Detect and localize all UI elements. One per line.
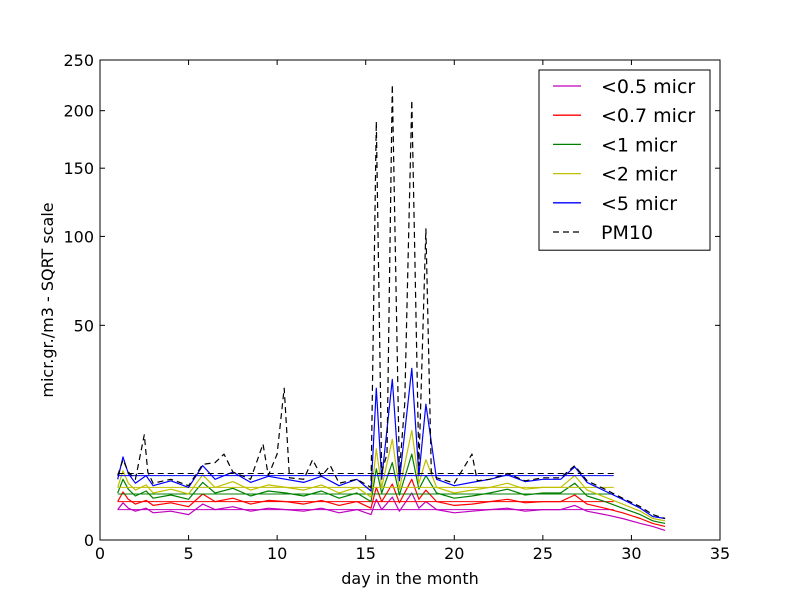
- series-layer: [117, 84, 666, 531]
- legend-label: <0.5 micr: [601, 76, 695, 98]
- ticks-layer: 0 5 10 15 20 25 30 35 0 50 100 150 200 250: [63, 51, 730, 563]
- y-tick-label: 0: [84, 531, 94, 550]
- legend-label: <5 micr: [601, 193, 677, 215]
- y-tick-label: 100: [63, 227, 94, 246]
- plot-frame: [99, 59, 721, 541]
- x-tick-label: 15: [356, 544, 376, 563]
- x-tick-label: 30: [621, 544, 641, 563]
- legend-label: PM10: [601, 222, 653, 244]
- y-axis-label: micr.gr./m3 - SQRT scale: [38, 202, 57, 397]
- legend-label: <1 micr: [601, 134, 677, 156]
- y-tick-label: 150: [63, 159, 94, 178]
- x-tick-label: 10: [267, 544, 287, 563]
- series-2-line: [117, 453, 666, 524]
- legend-label: <0.7 micr: [601, 105, 695, 127]
- legend-label: <2 micr: [601, 164, 677, 186]
- y-tick-label: 250: [63, 51, 94, 70]
- x-axis-label: day in the month: [341, 569, 478, 588]
- legend: <0.5 micr <0.7 micr <1 micr <2 micr <5 micr P…: [538, 69, 711, 251]
- x-tick-label: 5: [183, 544, 193, 563]
- legend-box: [538, 69, 711, 251]
- series-5-line: [117, 84, 666, 520]
- y-tick-label: 50: [74, 316, 94, 335]
- x-tick-label: 25: [533, 544, 553, 563]
- x-tick-label: 35: [710, 544, 730, 563]
- x-tick-label: 0: [95, 544, 105, 563]
- y-tick-label: 200: [63, 102, 94, 121]
- x-tick-label: 20: [444, 544, 464, 563]
